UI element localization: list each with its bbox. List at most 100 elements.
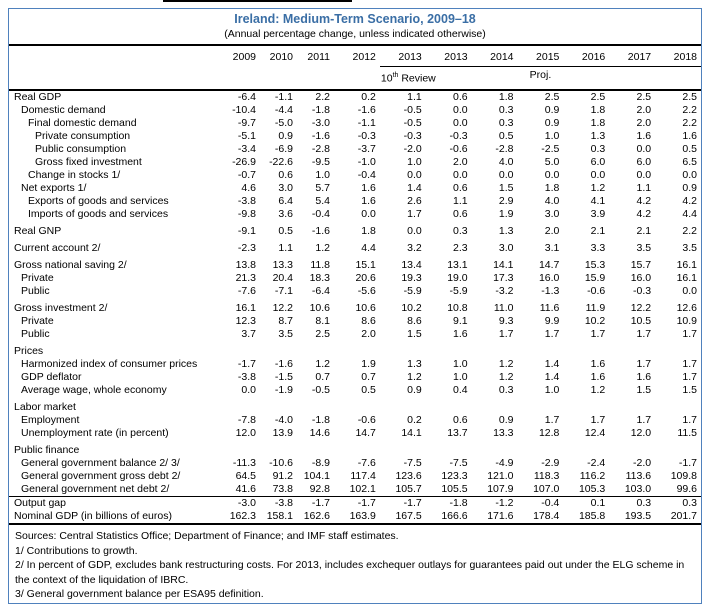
value-cell: 12.6 <box>676 302 697 314</box>
value-cell: 1.8 <box>498 91 514 103</box>
table-row: Nominal GDP (in billions of euros) 162.3 1… <box>9 510 701 523</box>
value-cell: 4.2 <box>636 195 652 207</box>
table-body: Real GDP -6.4 -1.1 2.2 0.2 1.1 0.6 1.8 2.5 2.5 2.5… <box>9 90 701 523</box>
value-cell: 0.7 <box>315 371 330 383</box>
value-cell: 0.0 <box>407 225 422 237</box>
table-row: Gross investment 2/16.1 12.2 10.6 10.6 10.2 1… <box>9 302 701 315</box>
row-label: General government gross debt 2/ <box>21 470 181 482</box>
value-cell: 1.2 <box>498 371 514 383</box>
value-cell: 1.8 <box>361 225 376 237</box>
empty-cell <box>297 67 334 91</box>
value-cell: 2.6 <box>407 195 422 207</box>
value-cell: 5.4 <box>315 195 330 207</box>
value-cell: 10.2 <box>584 315 606 327</box>
value-cell: 2.0 <box>544 225 560 237</box>
value-cell: 0.0 <box>498 169 514 181</box>
value-cell <box>297 345 334 358</box>
value-cell <box>518 401 564 414</box>
year-column-header: 2010 <box>269 51 293 64</box>
rule-cell <box>471 66 518 90</box>
value-cell: 1.7 <box>636 328 652 340</box>
value-cell: 167.5 <box>395 510 422 522</box>
row-label: Employment <box>21 414 80 426</box>
value-cell: 0.0 <box>453 169 468 181</box>
row-label: Unemployment rate (in percent) <box>21 427 169 439</box>
value-cell: 0.0 <box>636 169 652 181</box>
footnote-line: 3/ General government balance per ESA95 … <box>15 588 264 600</box>
value-cell: -1.0 <box>357 156 376 168</box>
value-cell: -5.1 <box>237 130 256 142</box>
year-column-header: 2009 <box>232 51 256 64</box>
row-label: Private <box>21 272 54 284</box>
rule-cell <box>609 66 656 90</box>
value-cell: 12.4 <box>584 427 606 439</box>
value-cell <box>609 401 655 414</box>
value-cell: 9.1 <box>453 315 468 327</box>
value-cell: 0.3 <box>453 225 468 237</box>
value-cell <box>380 345 426 358</box>
value-cell: 193.5 <box>624 510 652 522</box>
value-cell <box>472 345 518 358</box>
value-cell: 0.0 <box>241 384 256 396</box>
value-cell: 13.8 <box>235 259 256 271</box>
value-cell: 12.3 <box>235 315 256 327</box>
value-cell: 6.4 <box>278 195 293 207</box>
value-cell: 1.2 <box>498 358 514 370</box>
value-cell: 158.1 <box>266 510 293 522</box>
value-cell <box>334 401 380 414</box>
value-cell: -7.8 <box>237 414 256 426</box>
value-cell: 0.9 <box>498 414 514 426</box>
value-cell: 0.3 <box>609 496 656 510</box>
value-cell: 1.0 <box>407 156 422 168</box>
value-cell: 19.3 <box>401 272 422 284</box>
value-cell: 17.3 <box>493 272 514 284</box>
value-cell: 0.6 <box>453 414 468 426</box>
empty-cell <box>260 67 297 91</box>
table-row: Private 12.3 8.7 8.1 8.6 8.6 9.1 9.3 9.9 10.2 10.5… <box>9 315 701 328</box>
value-cell: -2.0 <box>403 143 422 155</box>
value-cell: 0.6 <box>453 91 468 103</box>
value-cell: -0.6 <box>449 143 468 155</box>
value-cell: -9.5 <box>311 156 330 168</box>
row-label: Public finance <box>14 444 80 456</box>
value-cell: 0.4 <box>453 384 468 396</box>
value-cell: 6.0 <box>590 156 606 168</box>
value-cell: 64.5 <box>235 470 256 482</box>
value-cell: 1.6 <box>590 371 606 383</box>
table-row: Private 21.3 20.4 18.3 20.6 19.3 19.0 17.3 16.0 1… <box>9 272 701 285</box>
value-cell: 3.0 <box>498 242 514 254</box>
row-label: Prices <box>14 345 44 357</box>
value-cell <box>563 401 609 414</box>
year-column-header: 2012 <box>352 51 376 64</box>
value-cell: -5.0 <box>274 117 293 129</box>
value-cell: 1.6 <box>361 182 376 194</box>
value-cell: -7.5 <box>449 457 468 469</box>
table-row: Final domestic demand -9.7 -5.0 -3.0 -1.1 -0.… <box>9 117 701 130</box>
value-cell: 162.6 <box>303 510 330 522</box>
value-cell: 14.7 <box>355 427 376 439</box>
value-cell: 1.7 <box>544 414 560 426</box>
value-cell: 1.4 <box>544 371 560 383</box>
value-cell <box>655 444 701 457</box>
value-cell <box>426 345 472 358</box>
value-cell: 1.8 <box>590 104 606 116</box>
value-cell: 0.2 <box>361 91 376 103</box>
row-label: Gross investment 2/ <box>14 302 108 314</box>
table-row: General government net debt 2/41.6 73.8 92… <box>9 483 701 497</box>
value-cell: -0.5 <box>311 384 330 396</box>
value-cell <box>334 444 380 457</box>
top-edge-artifact <box>163 0 352 2</box>
value-cell: -1.1 <box>274 91 293 103</box>
value-cell: 178.4 <box>533 510 560 522</box>
row-label: General government net debt 2/ <box>21 483 170 495</box>
value-cell: -1.7 <box>678 457 697 469</box>
value-cell: -2.5 <box>541 143 560 155</box>
value-cell <box>563 444 609 457</box>
value-cell: 0.1 <box>563 496 610 510</box>
value-cell: -3.7 <box>357 143 376 155</box>
value-cell: -3.0 <box>223 496 260 510</box>
value-cell: -1.7 <box>379 496 426 510</box>
value-cell: -1.3 <box>541 285 560 297</box>
value-cell: 20.6 <box>355 272 376 284</box>
